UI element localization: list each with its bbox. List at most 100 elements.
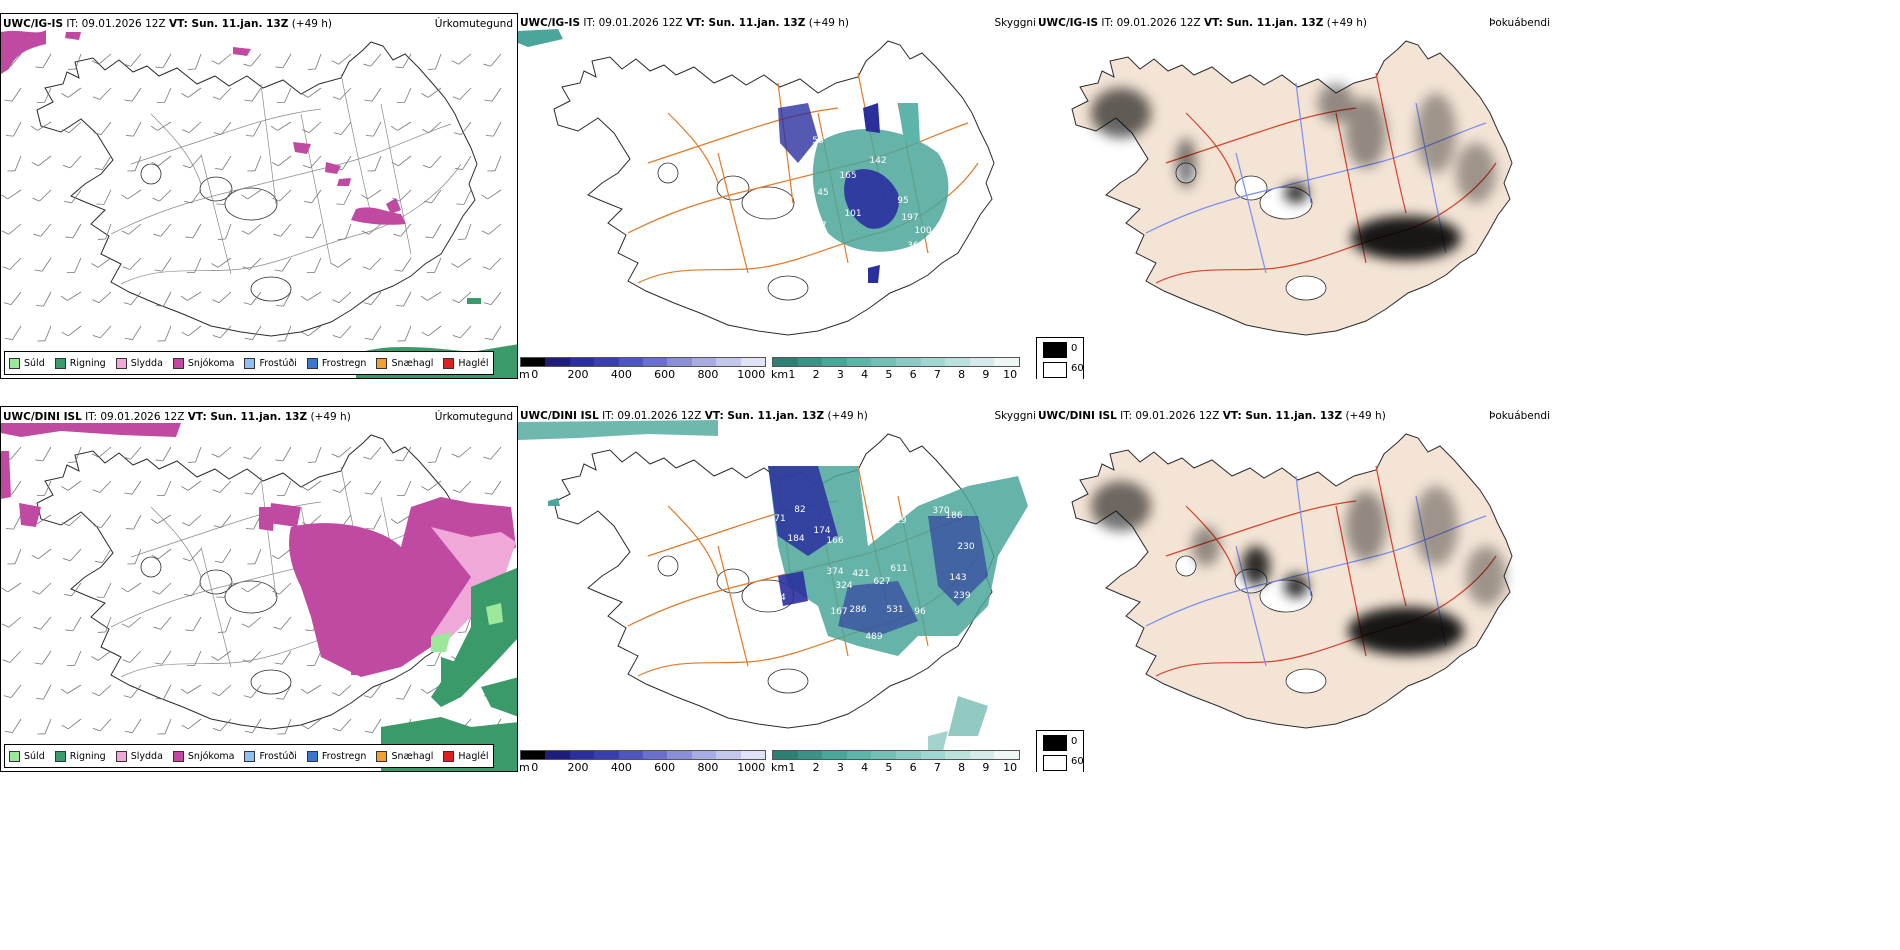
colorbar-tick: 3: [837, 761, 844, 772]
colorbar-segment: [945, 358, 970, 366]
legend-item: Súld: [9, 751, 45, 762]
legend-label: Snæhagl: [391, 751, 433, 762]
colorbar-tick: 10: [1003, 368, 1017, 379]
cloud-base-value: 611: [890, 564, 907, 574]
legend-item: Snjókoma: [173, 751, 235, 762]
colorbar-segment: [822, 751, 847, 759]
colorbar-segment: [921, 751, 946, 759]
colorbar-segment: [545, 751, 569, 759]
legend-swatch: [244, 358, 255, 369]
cloud-base-value: 71: [774, 514, 785, 524]
precip-overlay: [1, 14, 518, 379]
cloud-base-value: 324: [835, 581, 852, 591]
legend-item: Súld: [9, 358, 45, 369]
colorbar-tick: 5: [885, 368, 892, 379]
legend-item: Snæhagl: [376, 358, 433, 369]
legend-label: Slydda: [131, 358, 163, 369]
legend-swatch: [116, 751, 127, 762]
cloud-base-value: 174: [813, 526, 830, 536]
colorbar-segment: [871, 751, 896, 759]
colorbar-segment: [716, 751, 740, 759]
colorbar-tick: 9: [982, 761, 989, 772]
legend-item: Snjókoma: [173, 358, 235, 369]
legend-item: Frostregn: [307, 358, 367, 369]
legend-label: Súld: [24, 751, 45, 762]
visibility-map-igis: 142 165 45 95 101 27 197 100 36 56 67 UWC/IG-IS IT…: [518, 13, 1036, 379]
precip-type-map-igis: UWC/IG-IS IT: 09.01.2026 12Z VT: Sun. 11…: [0, 13, 518, 379]
legend-item: Haglél: [443, 751, 488, 762]
panel-title: Skyggni: [995, 410, 1037, 422]
fog-index-map-igis: UWC/IG-IS IT: 09.01.2026 12Z VT: Sun. 11…: [1036, 13, 1554, 379]
precip-overlay: [1, 407, 518, 772]
visibility-colorbar: km 1 2 3 4 5 6 7 8 9 10: [772, 357, 1020, 379]
colorbar-segment: [798, 358, 823, 366]
colorbar-tick: 1000: [737, 761, 765, 772]
colorbar-tick: 800: [697, 368, 718, 379]
colorbar-segment: [773, 358, 798, 366]
colorbar-segment: [798, 751, 823, 759]
cloud-base-labels: 7182184174166374 421627611324167 286 531 968…: [518, 406, 1036, 772]
colorbar-tick: 200: [568, 761, 589, 772]
cloud-base-value: 239: [953, 591, 970, 601]
colorbar-segment: [970, 751, 995, 759]
cloud-base-value: 95: [897, 196, 908, 206]
legend-label: Rigning: [70, 358, 106, 369]
colorbar-segment: [570, 358, 594, 366]
legend-item: Slydda: [116, 751, 163, 762]
colorbar-unit: km: [771, 761, 788, 772]
colorbar-tick: 2: [813, 368, 820, 379]
colorbar-segment: [847, 751, 872, 759]
legend-swatch: [55, 751, 66, 762]
legend-swatch: [307, 751, 318, 762]
map-header: UWC/IG-IS IT: 09.01.2026 12Z VT: Sun. 11…: [1038, 17, 1367, 29]
colorbar-unit: m: [519, 368, 530, 379]
colorbar-segment: [545, 358, 569, 366]
colorbar-segment: [896, 358, 921, 366]
legend-item: Snæhagl: [376, 751, 433, 762]
visibility-colorbar: km 1 2 3 4 5 6 7 8 9 10: [772, 750, 1020, 772]
legend-label: Súld: [24, 358, 45, 369]
colorbar-segment: [594, 751, 618, 759]
colorbar-segment: [692, 358, 716, 366]
colorbar-segment: [667, 358, 691, 366]
cloud-base-value: 531: [886, 605, 903, 615]
map-header: UWC/IG-IS IT: 09.01.2026 12Z VT: Sun. 11…: [520, 17, 849, 29]
cloud-base-value: 143: [949, 573, 966, 583]
cloud-base-value: 197: [901, 213, 918, 223]
precip-type-legend: Súld Rigning Slydda Snjókoma Frostúði Frostre…: [4, 744, 494, 768]
colorbar-segment: [619, 751, 643, 759]
panel-title: Skyggni: [995, 17, 1037, 29]
legend-item: Frostúði: [244, 358, 296, 369]
legend-item: Rigning: [55, 358, 106, 369]
colorbar-tick: 9: [982, 368, 989, 379]
cloud-base-value: 184: [787, 534, 804, 544]
legend-label: Snjókoma: [188, 751, 235, 762]
fog-overlay: [1036, 13, 1554, 379]
colorbar-tick: 5: [885, 761, 892, 772]
cloud-base-value: 67: [802, 196, 813, 206]
colorbar-gradient: [520, 357, 766, 367]
colorbar-tick: 1: [788, 761, 795, 772]
colorbar-segment: [847, 358, 872, 366]
colorbar-tick: 10: [1003, 761, 1017, 772]
colorbar-segment: [594, 358, 618, 366]
legend-swatch: [9, 751, 20, 762]
legend-item: Haglél: [443, 358, 488, 369]
cloud-base-value: 166: [826, 536, 843, 546]
legend-swatch: [376, 751, 387, 762]
colorbar-segment: [619, 358, 643, 366]
colorbar-tick: 3: [837, 368, 844, 379]
colorbar-tick: 600: [654, 761, 675, 772]
precip-type-legend: Súld Rigning Slydda Snjókoma Frostúði Frostre…: [4, 351, 494, 375]
fog-overlay: [1036, 406, 1554, 772]
cloud-base-value: 82: [794, 505, 805, 515]
colorbar-tick: 7: [934, 761, 941, 772]
panel-title: Úrkomutegund: [435, 411, 513, 423]
legend-label: Frostúði: [259, 358, 296, 369]
cloud-base-value: 165: [839, 171, 856, 181]
colorbar-tick: 800: [697, 761, 718, 772]
colorbar-segment: [994, 358, 1019, 366]
cloud-base-value: 421: [852, 569, 869, 579]
cloud-base-value: 186: [945, 511, 962, 521]
panel-title: Þokuábendi: [1489, 17, 1550, 29]
